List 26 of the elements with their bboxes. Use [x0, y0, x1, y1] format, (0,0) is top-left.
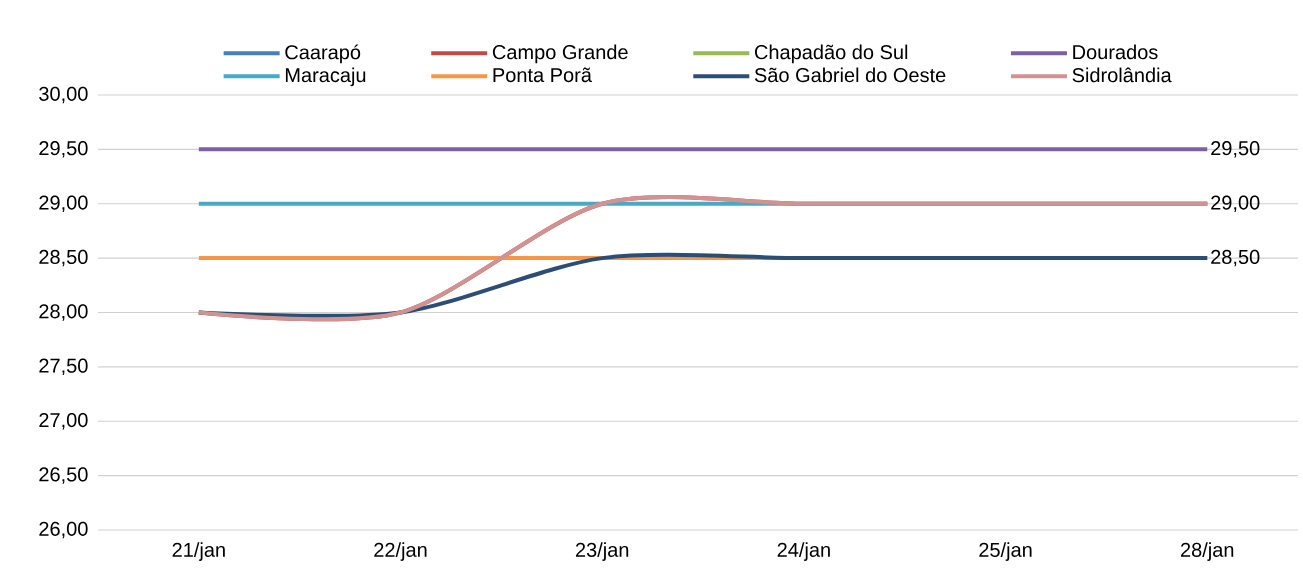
legend-label: São Gabriel do Oeste [754, 67, 946, 83]
y-tick-label: 27,50 [39, 358, 88, 376]
x-tick-label: 21/jan [172, 542, 225, 561]
legend-label: Ponta Porã [493, 67, 592, 83]
x-tick-label: 24/jan [777, 542, 830, 561]
x-tick-label: 28/jan [1181, 542, 1234, 561]
data-label: 29,00 [1211, 195, 1260, 212]
data-label: 28,50 [1211, 249, 1260, 267]
y-tick-label: 27,00 [39, 412, 88, 430]
legend-label: Sidrolândia [1072, 67, 1172, 83]
legend-label: Campo Grande [492, 44, 628, 64]
legend-label: Maracaju [285, 67, 366, 87]
x-tick-label: 22/jan [374, 542, 427, 561]
y-tick-label: 30,00 [39, 86, 88, 104]
x-tick-label: 25/jan [979, 542, 1032, 561]
y-tick-label: 26,50 [39, 467, 88, 484]
y-tick-label: 29,00 [39, 195, 88, 212]
x-tick-label: 23/jan [575, 542, 629, 561]
y-tick-label: 28,00 [39, 304, 88, 321]
legend-label: Dourados [1073, 44, 1158, 60]
data-label: 29,50 [1211, 141, 1260, 158]
legend-label: Caarapó [285, 44, 361, 64]
y-tick-label: 26,00 [39, 521, 88, 539]
y-tick-label: 28,50 [39, 249, 88, 267]
y-tick-label: 29,50 [39, 141, 88, 158]
legend-label: Chapadão do Sul [754, 44, 908, 64]
